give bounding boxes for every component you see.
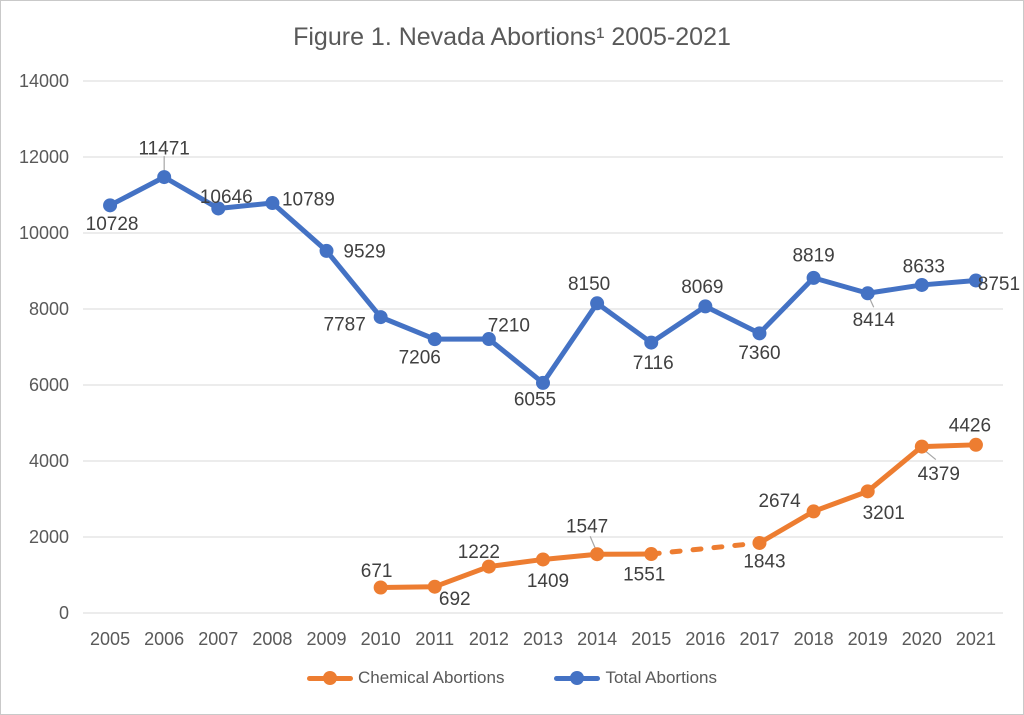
x-axis-tick-label: 2016 — [685, 629, 725, 649]
data-point-marker-total-abortions — [211, 201, 226, 216]
data-label-chemical-abortions: 4379 — [918, 464, 960, 485]
data-point-marker-total-abortions — [373, 310, 388, 325]
data-point-marker-total-abortions — [481, 332, 496, 347]
data-point-marker-total-abortions — [157, 170, 172, 185]
data-label-chemical-abortions: 692 — [439, 589, 471, 610]
data-point-marker-total-abortions — [968, 273, 983, 288]
series-line-total-abortions — [107, 174, 979, 386]
data-point-marker-chemical-abortions — [481, 559, 496, 574]
legend: Chemical Abortions Total Abortions — [0, 668, 1024, 688]
x-axis-tick-label: 2010 — [361, 629, 401, 649]
data-label-total-abortions: 10646 — [200, 187, 253, 208]
legend-marker-total-abortions — [554, 671, 601, 685]
chart-title: Figure 1. Nevada Abortions¹ 2005-2021 — [293, 23, 731, 51]
y-axis-tick-label: 0 — [59, 603, 69, 623]
legend-label-total-abortions: Total Abortions — [605, 668, 717, 687]
data-label-total-abortions: 10728 — [86, 214, 139, 235]
legend-dot-icon — [323, 671, 337, 685]
data-point-marker-chemical-abortions — [968, 437, 983, 452]
data-point-marker-chemical-abortions — [644, 547, 659, 562]
data-point-marker-chemical-abortions — [590, 547, 605, 562]
legend-dot-icon — [570, 671, 585, 685]
data-label-total-abortions: 7360 — [738, 343, 780, 364]
x-axis-tick-label: 2021 — [956, 629, 996, 649]
data-label-chemical-abortions: 4426 — [949, 415, 991, 436]
data-label-leader-line — [924, 450, 937, 461]
data-label-total-abortions: 8751 — [978, 274, 1020, 295]
data-label-total-abortions: 8150 — [568, 274, 610, 295]
data-label-total-abortions: 10789 — [282, 190, 335, 211]
y-axis-tick-label: 12000 — [19, 147, 69, 167]
y-axis-tick-label: 6000 — [29, 375, 69, 395]
data-label-total-abortions: 8414 — [853, 310, 896, 331]
data-point-marker-chemical-abortions — [373, 580, 388, 595]
legend-label-chemical-abortions: Chemical Abortions — [358, 668, 505, 687]
data-point-marker-total-abortions — [860, 286, 875, 301]
legend-marker-chemical-abortions — [307, 671, 353, 685]
data-point-marker-total-abortions — [319, 243, 334, 258]
data-label-chemical-abortions: 3201 — [863, 503, 905, 524]
legend-item-chemical-abortions: Chemical Abortions — [307, 668, 504, 688]
data-label-chemical-abortions: 2674 — [758, 491, 801, 512]
data-point-marker-chemical-abortions — [914, 439, 929, 454]
x-axis-tick-label: 2012 — [469, 629, 509, 649]
data-label-total-abortions: 8633 — [903, 256, 945, 277]
x-axis-tick-label: 2015 — [631, 629, 671, 649]
x-axis-tick-label: 2008 — [252, 629, 292, 649]
data-point-marker-chemical-abortions — [536, 552, 550, 567]
y-axis-tick-label: 14000 — [19, 71, 69, 91]
data-label-total-abortions: 8819 — [792, 245, 834, 266]
x-axis-tick-label: 2007 — [198, 629, 238, 649]
data-point-marker-total-abortions — [427, 332, 442, 347]
data-label-total-abortions: 11471 — [138, 139, 189, 160]
data-label-chemical-abortions: 1547 — [566, 517, 608, 538]
series-line-dashed-chemical-abortions — [648, 540, 762, 557]
data-label-chemical-abortions: 671 — [361, 561, 393, 582]
data-point-marker-total-abortions — [752, 326, 767, 341]
x-axis-tick-label: 2011 — [415, 629, 454, 649]
data-label-chemical-abortions: 1843 — [743, 551, 785, 572]
data-label-total-abortions: 7787 — [324, 315, 366, 336]
data-point-marker-total-abortions — [265, 196, 280, 211]
x-axis-tick-label: 2014 — [577, 629, 617, 649]
data-point-marker-chemical-abortions — [860, 484, 875, 499]
data-label-chemical-abortions: 1551 — [623, 565, 665, 586]
x-axis-tick-label: 2017 — [739, 629, 779, 649]
y-axis-tick-label: 10000 — [19, 223, 69, 243]
data-label-total-abortions: 8069 — [681, 277, 723, 298]
data-label-total-abortions: 9529 — [343, 241, 385, 262]
x-axis-tick-label: 2006 — [144, 629, 184, 649]
data-point-marker-chemical-abortions — [427, 579, 442, 594]
data-point-marker-total-abortions — [644, 335, 659, 350]
x-axis-tick-label: 2019 — [848, 629, 888, 649]
data-point-marker-total-abortions — [698, 299, 713, 314]
data-point-marker-total-abortions — [103, 198, 118, 213]
y-axis-tick-label: 8000 — [29, 299, 69, 319]
data-point-marker-chemical-abortions — [806, 504, 821, 519]
series-line-chemical-abortions — [378, 551, 654, 591]
data-label-total-abortions: 7206 — [399, 348, 441, 369]
y-axis-tick-label: 4000 — [29, 451, 69, 471]
data-point-marker-total-abortions — [536, 375, 550, 390]
x-axis-tick-label: 2013 — [523, 629, 563, 649]
data-point-marker-chemical-abortions — [752, 535, 767, 550]
data-point-marker-total-abortions — [914, 277, 929, 292]
data-label-total-abortions: 7210 — [488, 316, 530, 337]
data-label-total-abortions: 7116 — [633, 353, 674, 374]
x-axis-tick-label: 2009 — [307, 629, 347, 649]
data-point-marker-total-abortions — [590, 296, 605, 311]
data-label-total-abortions: 6055 — [514, 389, 556, 410]
data-label-chemical-abortions: 1222 — [458, 542, 500, 563]
data-label-chemical-abortions: 1409 — [527, 571, 569, 592]
data-point-marker-total-abortions — [806, 270, 821, 285]
x-axis-tick-label: 2005 — [90, 629, 130, 649]
legend-item-total-abortions: Total Abortions — [554, 668, 717, 688]
y-axis-tick-label: 2000 — [29, 527, 69, 547]
x-axis-tick-label: 2018 — [794, 629, 834, 649]
x-axis-tick-label: 2020 — [902, 629, 942, 649]
